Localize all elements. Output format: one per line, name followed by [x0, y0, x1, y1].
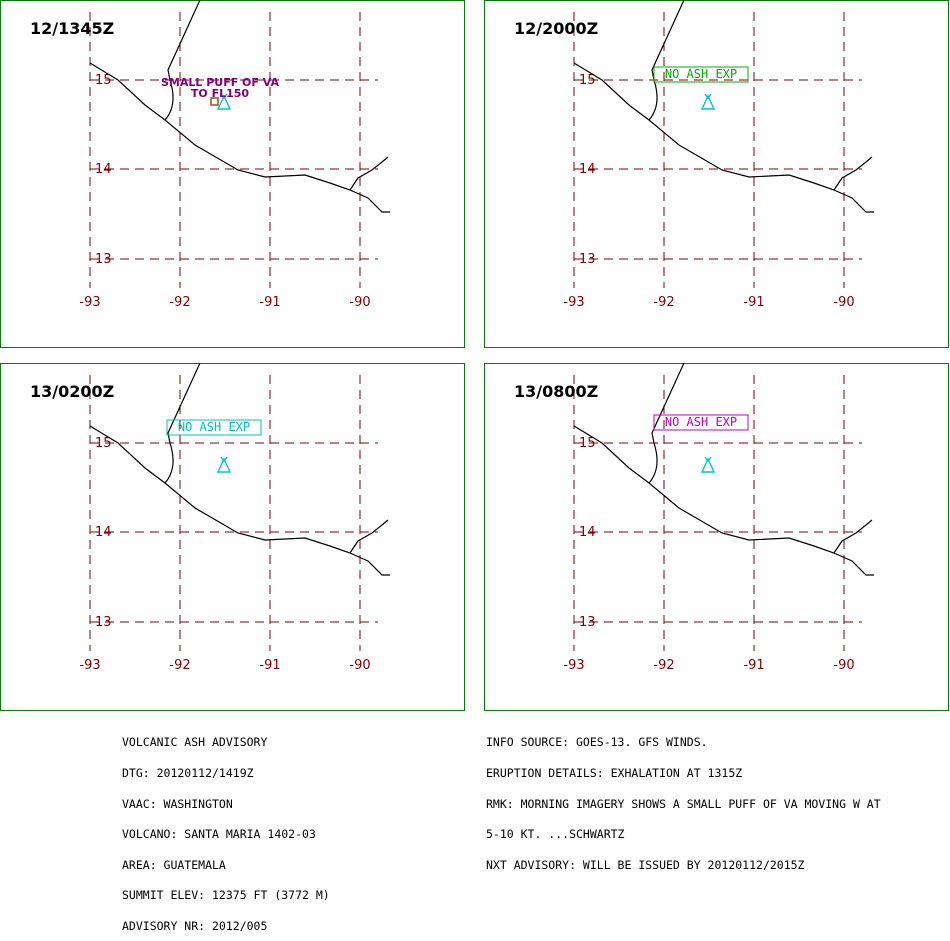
advisory-line: ADVISORY NR: 2012/005: [122, 918, 268, 933]
longitude-label: -91: [259, 295, 280, 310]
latitude-label: 14: [579, 525, 596, 540]
longitude-label: -90: [349, 658, 370, 673]
map-panel: 15 14 13 -93 -92 -91 -90 13/0200Z NO ASH EXP: [0, 363, 465, 711]
latitude-label: 15: [579, 436, 596, 451]
longitude-label: -92: [653, 658, 674, 673]
map-panel: 15 14 13 -93 -92 -91 -90 12/1345Z SMALL PUFF OF …: [0, 0, 465, 348]
no-ash-box: [166, 419, 262, 436]
border-line: [833, 156, 873, 191]
longitude-label: -92: [169, 295, 190, 310]
advisory-line: NXT ADVISORY: WILL BE ISSUED BY 20120112…: [486, 857, 805, 872]
border-line: [164, 363, 201, 484]
volcano-triangle-icon: [700, 456, 716, 473]
latitude-label: 13: [95, 252, 112, 267]
advisory-line: VOLCANIC ASH ADVISORY: [122, 735, 268, 750]
latitude-label: 15: [95, 436, 112, 451]
valid-time-label: 13/0200Z: [30, 382, 114, 401]
map-svg: 15 14 13 -93 -92 -91 -90 12/1345Z SMALL PUFF OF …: [0, 0, 465, 348]
map-svg: 15 14 13 -93 -92 -91 -90 12/2000Z NO ASH EXP: [484, 0, 949, 348]
ash-area-marker: [210, 97, 219, 106]
ash-annotation-text: TO FL150: [191, 87, 250, 100]
longitude-label: -90: [833, 658, 854, 673]
volcano-triangle-icon: [216, 93, 232, 110]
advisory-line: DTG: 20120112/1419Z: [122, 766, 254, 780]
border-line: [349, 156, 389, 191]
coastline: [573, 425, 874, 576]
panel-border: [0, 0, 465, 348]
coastline: [89, 62, 390, 213]
no-ash-box: [653, 66, 749, 83]
longitude-label: -91: [743, 295, 764, 310]
longitude-label: -91: [259, 658, 280, 673]
latitude-label: 13: [579, 252, 596, 267]
panel-border: [484, 0, 949, 348]
advisory-line: VOLCANO: SANTA MARIA 1402-03: [122, 827, 316, 842]
coastline: [89, 425, 390, 576]
latitude-label: 14: [579, 162, 596, 177]
longitude-label: -93: [79, 658, 100, 673]
advisory-line: RMK: MORNING IMAGERY SHOWS A SMALL PUFF …: [486, 796, 881, 811]
panel-border: [0, 363, 465, 711]
longitude-label: -93: [563, 295, 584, 310]
advisory-line: ERUPTION DETAILS: EXHALATION AT 1315Z: [486, 766, 743, 780]
border-line: [648, 363, 685, 484]
valid-time-label: 13/0800Z: [514, 382, 598, 401]
longitude-label: -93: [563, 658, 584, 673]
longitude-label: -90: [833, 295, 854, 310]
latitude-label: 14: [95, 525, 112, 540]
border-line: [833, 519, 873, 554]
no-ash-text: NO ASH EXP: [178, 420, 250, 434]
advisory-line: SUMMIT ELEV: 12375 FT (3772 M): [122, 888, 330, 903]
valid-time-label: 12/2000Z: [514, 19, 598, 38]
map-svg: 15 14 13 -93 -92 -91 -90 13/0200Z NO ASH EXP: [0, 363, 465, 711]
map-panel: 15 14 13 -93 -92 -91 -90 12/2000Z NO ASH EXP: [484, 0, 949, 348]
advisory-line: 5-10 KT. ...SCHWARTZ: [486, 827, 625, 842]
latitude-label: 13: [95, 615, 112, 630]
volcano-triangle-icon: [700, 93, 716, 110]
volcano-triangle-icon: [216, 456, 232, 473]
advisory-left-block: VOLCANIC ASH ADVISORY DTG: 20120112/1419…: [122, 717, 330, 941]
advisory-right-block: INFO SOURCE: GOES-13. GFS WINDS. ERUPTIO…: [486, 717, 881, 880]
no-ash-text: NO ASH EXP: [665, 415, 737, 429]
coastline: [573, 62, 874, 213]
advisory-line: VAAC: WASHINGTON: [122, 796, 233, 811]
no-ash-text: NO ASH EXP: [665, 67, 737, 81]
panel-border: [484, 363, 949, 711]
map-svg: 15 14 13 -93 -92 -91 -90 13/0800Z NO ASH EXP: [484, 363, 949, 711]
latitude-label: 15: [579, 73, 596, 88]
longitude-label: -93: [79, 295, 100, 310]
advisory-line: AREA: GUATEMALA: [122, 857, 226, 872]
longitude-label: -90: [349, 295, 370, 310]
no-ash-box: [653, 414, 749, 431]
valid-time-label: 12/1345Z: [30, 19, 114, 38]
latitude-label: 14: [95, 162, 112, 177]
longitude-label: -92: [169, 658, 190, 673]
latitude-label: 13: [579, 615, 596, 630]
longitude-label: -91: [743, 658, 764, 673]
ash-annotation-text: SMALL PUFF OF VA: [161, 76, 280, 89]
border-line: [164, 0, 201, 121]
longitude-label: -92: [653, 295, 674, 310]
map-panel: 15 14 13 -93 -92 -91 -90 13/0800Z NO ASH EXP: [484, 363, 949, 711]
border-line: [349, 519, 389, 554]
advisory-line: INFO SOURCE: GOES-13. GFS WINDS.: [486, 735, 708, 750]
latitude-label: 15: [95, 73, 112, 88]
